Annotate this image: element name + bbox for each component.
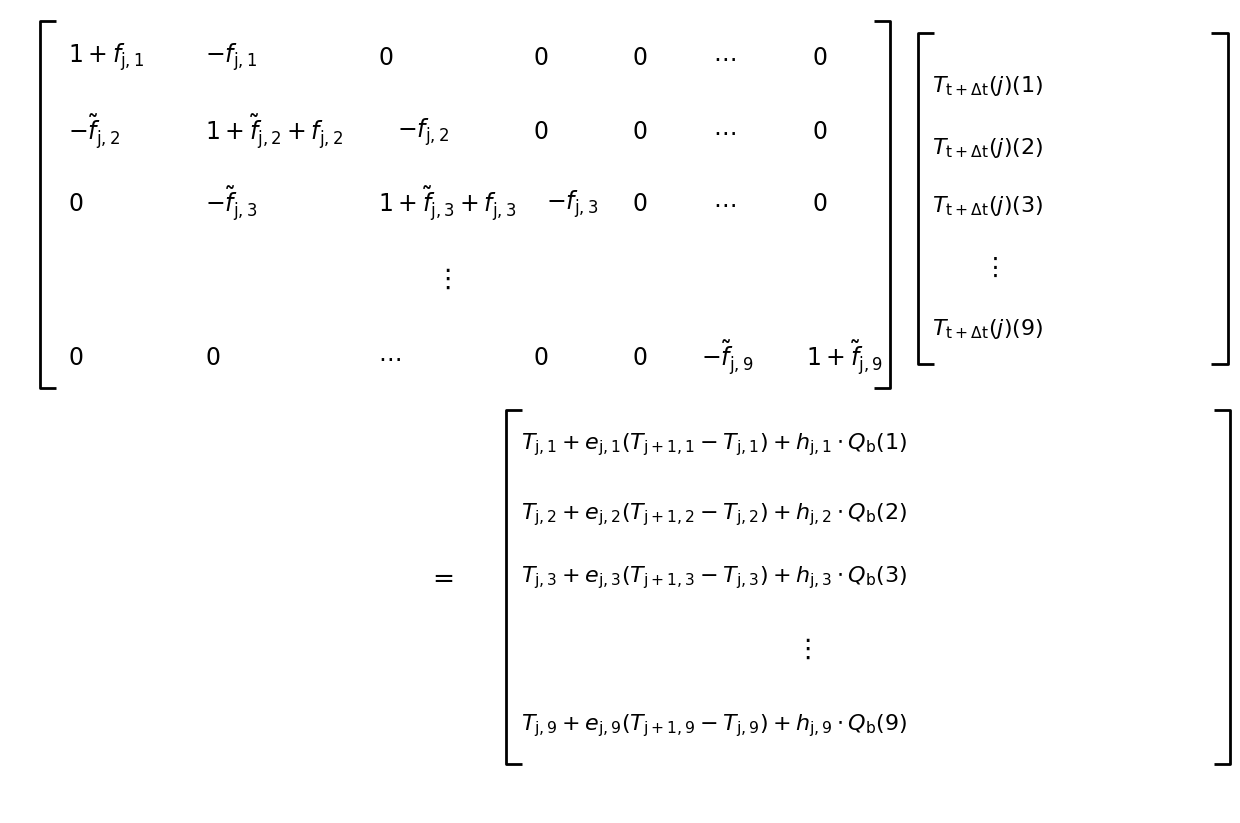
Text: $T_{\mathrm{t+\Delta t}}(j)(2)$: $T_{\mathrm{t+\Delta t}}(j)(2)$ (932, 136, 1044, 160)
Text: $\vdots$: $\vdots$ (982, 255, 998, 280)
Text: $0$: $0$ (533, 346, 548, 370)
Text: $0$: $0$ (68, 192, 83, 216)
Text: $T_{\mathrm{j,1}}+e_{\mathrm{j,1}}(T_{\mathrm{j+1,1}}-T_{\mathrm{j,1}})+h_{\math: $T_{\mathrm{j,1}}+e_{\mathrm{j,1}}(T_{\m… (521, 431, 908, 458)
Text: $0$: $0$ (632, 119, 647, 144)
Text: $0$: $0$ (632, 346, 647, 370)
Text: $-\tilde{f}_{\mathrm{j,2}}$: $-\tilde{f}_{\mathrm{j,2}}$ (68, 113, 120, 151)
Text: $\cdots$: $\cdots$ (713, 192, 735, 216)
Text: $0$: $0$ (378, 45, 393, 70)
Text: $\cdots$: $\cdots$ (713, 45, 735, 70)
Text: $1+\tilde{f}_{\mathrm{j,3}}+f_{\mathrm{j,3}}$: $1+\tilde{f}_{\mathrm{j,3}}+f_{\mathrm{j… (378, 185, 517, 223)
Text: $T_{\mathrm{t+\Delta t}}(j)(9)$: $T_{\mathrm{t+\Delta t}}(j)(9)$ (932, 317, 1044, 342)
Text: $0$: $0$ (812, 119, 827, 144)
Text: $1+f_{\mathrm{j,1}}$: $1+f_{\mathrm{j,1}}$ (68, 42, 145, 73)
Text: $0$: $0$ (812, 192, 827, 216)
Text: $-f_{\mathrm{j,1}}$: $-f_{\mathrm{j,1}}$ (205, 42, 257, 73)
Text: $-f_{\mathrm{j,2}}$: $-f_{\mathrm{j,2}}$ (397, 116, 449, 147)
Text: $\vdots$: $\vdots$ (794, 637, 810, 663)
Text: $0$: $0$ (205, 346, 219, 370)
Text: $1+\tilde{f}_{\mathrm{j,9}}$: $1+\tilde{f}_{\mathrm{j,9}}$ (806, 339, 883, 377)
Text: $T_{\mathrm{j,3}}+e_{\mathrm{j,3}}(T_{\mathrm{j+1,3}}-T_{\mathrm{j,3}})+h_{\math: $T_{\mathrm{j,3}}+e_{\mathrm{j,3}}(T_{\m… (521, 565, 908, 591)
Text: $\cdots$: $\cdots$ (378, 346, 401, 370)
Text: $\vdots$: $\vdots$ (434, 267, 450, 293)
Text: $T_{\mathrm{j,2}}+e_{\mathrm{j,2}}(T_{\mathrm{j+1,2}}-T_{\mathrm{j,2}})+h_{\math: $T_{\mathrm{j,2}}+e_{\mathrm{j,2}}(T_{\m… (521, 501, 908, 528)
Text: $\cdots$: $\cdots$ (713, 119, 735, 144)
Text: $-\tilde{f}_{\mathrm{j,3}}$: $-\tilde{f}_{\mathrm{j,3}}$ (205, 185, 257, 223)
Text: $=$: $=$ (427, 565, 454, 591)
Text: $-\tilde{f}_{\mathrm{j,9}}$: $-\tilde{f}_{\mathrm{j,9}}$ (701, 339, 753, 377)
Text: $-f_{\mathrm{j,3}}$: $-f_{\mathrm{j,3}}$ (546, 188, 598, 220)
Text: $T_{\mathrm{j,9}}+e_{\mathrm{j,9}}(T_{\mathrm{j+1,9}}-T_{\mathrm{j,9}})+h_{\math: $T_{\mathrm{j,9}}+e_{\mathrm{j,9}}(T_{\m… (521, 713, 908, 739)
Text: $T_{\mathrm{t+\Delta t}}(j)(3)$: $T_{\mathrm{t+\Delta t}}(j)(3)$ (932, 193, 1044, 218)
Text: $0$: $0$ (533, 45, 548, 70)
Text: $0$: $0$ (533, 119, 548, 144)
Text: $0$: $0$ (812, 45, 827, 70)
Text: $T_{\mathrm{t+\Delta t}}(j)(1)$: $T_{\mathrm{t+\Delta t}}(j)(1)$ (932, 74, 1044, 99)
Text: $0$: $0$ (632, 45, 647, 70)
Text: $0$: $0$ (68, 346, 83, 370)
Text: $0$: $0$ (632, 192, 647, 216)
Text: $1+\tilde{f}_{\mathrm{j,2}}+f_{\mathrm{j,2}}$: $1+\tilde{f}_{\mathrm{j,2}}+f_{\mathrm{j… (205, 113, 342, 151)
